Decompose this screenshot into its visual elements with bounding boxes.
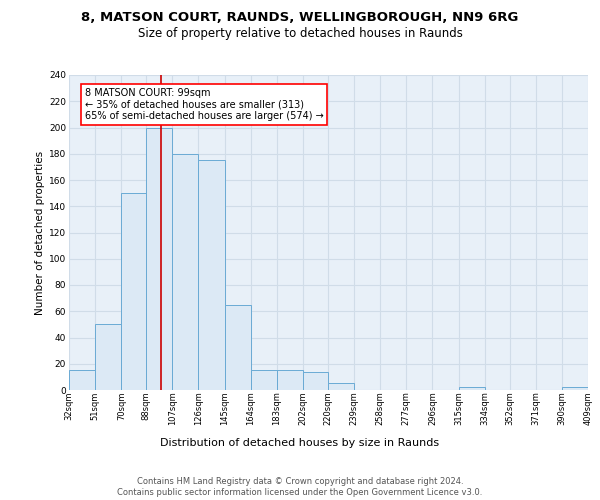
Bar [458, 388, 485, 390]
Bar [224, 304, 251, 390]
Text: 8 MATSON COURT: 99sqm
← 35% of detached houses are smaller (313)
65% of semi-det: 8 MATSON COURT: 99sqm ← 35% of detached … [85, 88, 323, 122]
Bar [328, 384, 354, 390]
Bar [562, 388, 588, 390]
Y-axis label: Number of detached properties: Number of detached properties [35, 150, 45, 314]
Text: Distribution of detached houses by size in Raunds: Distribution of detached houses by size … [160, 438, 440, 448]
Bar [121, 193, 146, 390]
Bar [69, 370, 95, 390]
Bar [199, 160, 224, 390]
Bar [172, 154, 199, 390]
Bar [95, 324, 121, 390]
Bar [251, 370, 277, 390]
Bar [146, 128, 172, 390]
Bar [277, 370, 303, 390]
Text: Contains HM Land Registry data © Crown copyright and database right 2024.
Contai: Contains HM Land Registry data © Crown c… [118, 478, 482, 497]
Text: Size of property relative to detached houses in Raunds: Size of property relative to detached ho… [137, 28, 463, 40]
Text: 8, MATSON COURT, RAUNDS, WELLINGBOROUGH, NN9 6RG: 8, MATSON COURT, RAUNDS, WELLINGBOROUGH,… [82, 11, 518, 24]
Bar [303, 372, 328, 390]
